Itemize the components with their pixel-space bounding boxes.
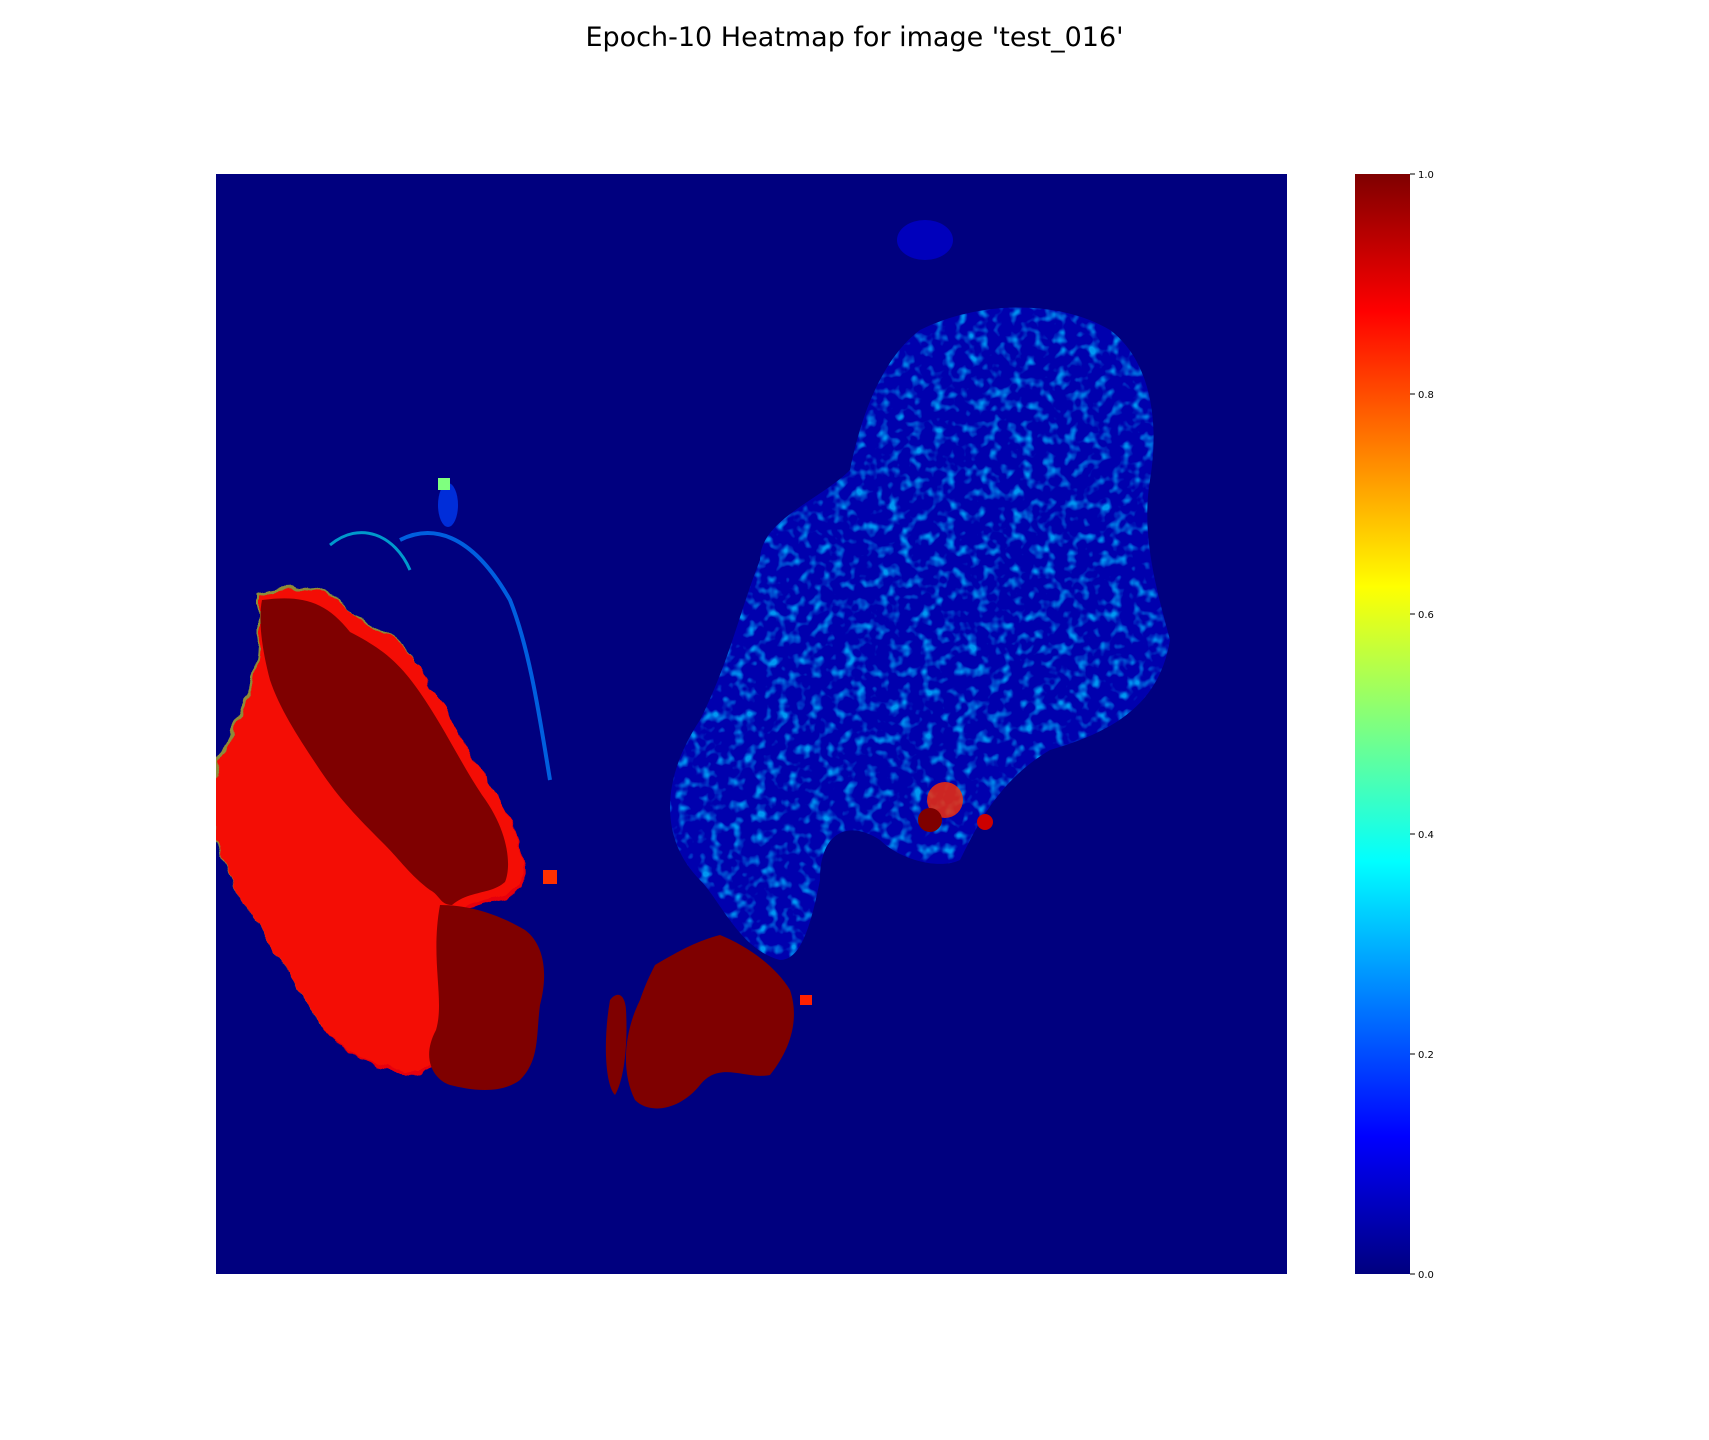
colorbar — [1355, 174, 1410, 1274]
colorbar-tick-label: 1.0 — [1418, 170, 1434, 181]
heatmap-lobe-lower-middle — [625, 935, 794, 1109]
colorbar-tick-label: 0.6 — [1418, 610, 1434, 621]
heatmap-lobe-lower-sliver — [605, 994, 627, 1095]
heatmap-lobes — [260, 598, 794, 1109]
colorbar-tick-label: 0.0 — [1418, 1270, 1434, 1281]
colorbar-tick-label: 0.2 — [1418, 1050, 1434, 1061]
heatmap-region-right-fragment — [670, 307, 1170, 960]
colorbar-tick-label: 0.4 — [1418, 830, 1434, 841]
colorbar-tick-label: 0.8 — [1418, 390, 1434, 401]
heatmap-lobe-left — [260, 598, 509, 905]
chart-title: Epoch-10 Heatmap for image 'test_016' — [585, 22, 1124, 53]
heatmap-region-small-blobs — [329, 220, 953, 1005]
heatmap-lobe-lower-left — [429, 905, 545, 1090]
colorbar-ticks: 0.0 0.2 0.4 0.6 0.8 1.0 — [1410, 170, 1434, 1281]
